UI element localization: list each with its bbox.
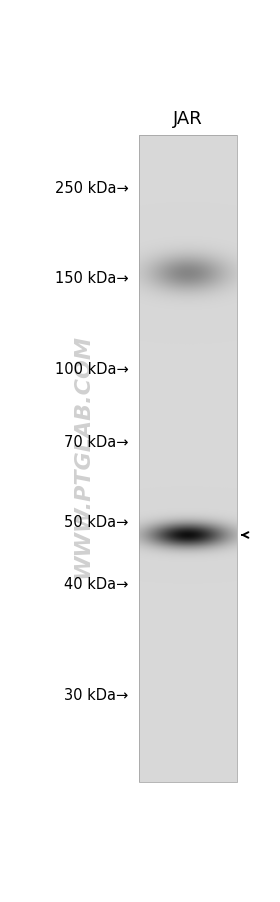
Text: 250 kDa→: 250 kDa→ — [55, 180, 128, 196]
Text: 100 kDa→: 100 kDa→ — [55, 361, 128, 376]
Text: 70 kDa→: 70 kDa→ — [64, 434, 128, 449]
Text: WWW.PTGLAB.COM: WWW.PTGLAB.COM — [73, 334, 93, 577]
Bar — [139, 136, 237, 782]
Text: 30 kDa→: 30 kDa→ — [64, 687, 128, 703]
Text: 150 kDa→: 150 kDa→ — [55, 271, 128, 286]
Text: 40 kDa→: 40 kDa→ — [64, 576, 128, 592]
Text: JAR: JAR — [173, 110, 203, 128]
Text: 50 kDa→: 50 kDa→ — [64, 514, 128, 529]
